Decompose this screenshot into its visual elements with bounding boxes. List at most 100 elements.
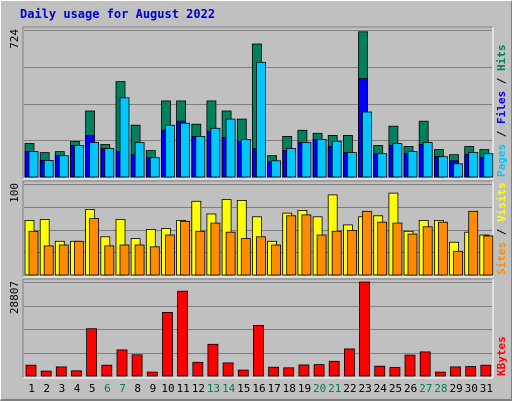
bar-pages-day-20 bbox=[316, 138, 327, 178]
bar-kbytes-day-13 bbox=[207, 343, 219, 377]
x-label-day-20: 20 bbox=[313, 382, 326, 395]
y-max-label-bottom: 28807 bbox=[8, 281, 21, 314]
x-label-day-31: 31 bbox=[480, 382, 493, 395]
bar-sites-day-1 bbox=[28, 230, 39, 276]
bar-pages-day-17 bbox=[271, 160, 282, 178]
chart-title: Daily usage for August 2022 bbox=[20, 7, 216, 21]
bar-kbytes-day-20 bbox=[313, 364, 325, 377]
x-label-day-13: 13 bbox=[207, 382, 220, 395]
x-label-day-22: 22 bbox=[343, 382, 356, 395]
legend-bottom: KBytes bbox=[495, 336, 508, 376]
legend-entry: Sites bbox=[495, 242, 508, 275]
bar-pages-day-21 bbox=[331, 141, 342, 178]
legend-entry: KBytes bbox=[495, 336, 508, 376]
bar-kbytes-day-21 bbox=[328, 360, 340, 377]
bar-kbytes-day-26 bbox=[404, 354, 416, 377]
bar-sites-day-27 bbox=[422, 226, 433, 276]
bar-pages-day-26 bbox=[407, 151, 418, 178]
bar-kbytes-day-10 bbox=[162, 311, 173, 377]
bar-sites-day-25 bbox=[392, 222, 403, 276]
legend-entry: / bbox=[495, 124, 508, 144]
bar-pages-day-25 bbox=[392, 143, 403, 178]
x-label-day-26: 26 bbox=[404, 382, 417, 395]
bar-pages-day-19 bbox=[301, 142, 312, 178]
bar-sites-day-22 bbox=[346, 229, 357, 276]
x-label-day-29: 29 bbox=[449, 382, 462, 395]
x-label-day-14: 14 bbox=[222, 382, 236, 395]
bar-sites-day-8 bbox=[134, 244, 145, 276]
bar-kbytes-day-1 bbox=[25, 364, 37, 377]
x-label-day-12: 12 bbox=[192, 382, 205, 395]
bar-sites-day-7 bbox=[119, 244, 130, 276]
bar-kbytes-day-30 bbox=[465, 366, 477, 377]
bar-sites-day-13 bbox=[210, 222, 221, 276]
x-label-day-9: 9 bbox=[150, 382, 157, 395]
bar-pages-day-5 bbox=[89, 142, 99, 178]
y-max-label-middle: 100 bbox=[8, 183, 21, 203]
bar-pages-day-13 bbox=[210, 127, 221, 178]
legend-entry: Files bbox=[495, 91, 508, 124]
bar-kbytes-day-15 bbox=[237, 369, 249, 377]
bar-sites-day-16 bbox=[255, 236, 266, 276]
bar-kbytes-day-11 bbox=[177, 290, 189, 377]
x-label-day-19: 19 bbox=[298, 382, 311, 395]
y-max-label-top: 724 bbox=[8, 29, 21, 49]
bar-pages-day-9 bbox=[149, 157, 160, 178]
x-label-day-1: 1 bbox=[28, 382, 35, 395]
bar-kbytes-day-29 bbox=[450, 366, 461, 377]
bar-sites-day-11 bbox=[180, 220, 191, 276]
bar-pages-day-2 bbox=[43, 159, 54, 178]
x-label-day-2: 2 bbox=[43, 382, 50, 395]
legend-top: Pages / Files / Hits bbox=[495, 45, 508, 178]
bar-sites-day-3 bbox=[58, 244, 69, 276]
x-label-day-16: 16 bbox=[252, 382, 265, 395]
bar-pages-day-28 bbox=[437, 156, 448, 178]
x-label-day-10: 10 bbox=[161, 382, 174, 395]
legend-entry: Visits bbox=[495, 182, 508, 222]
bar-pages-day-18 bbox=[286, 148, 297, 178]
bar-sites-day-2 bbox=[43, 245, 54, 276]
x-label-day-21: 21 bbox=[328, 382, 341, 395]
bar-kbytes-day-16 bbox=[252, 324, 264, 377]
bar-kbytes-day-28 bbox=[434, 371, 446, 377]
bar-kbytes-day-5 bbox=[86, 328, 97, 377]
bar-pages-day-29 bbox=[453, 163, 463, 178]
bar-sites-day-6 bbox=[104, 245, 115, 276]
bar-pages-day-8 bbox=[134, 142, 145, 178]
x-label-day-25: 25 bbox=[389, 382, 402, 395]
x-label-day-28: 28 bbox=[434, 382, 447, 395]
legend-middle: Sites / Visits bbox=[495, 182, 508, 275]
bar-sites-day-31 bbox=[483, 235, 494, 276]
x-label-day-15: 15 bbox=[237, 382, 250, 395]
x-label-day-8: 8 bbox=[134, 382, 141, 395]
bar-kbytes-day-27 bbox=[419, 351, 431, 377]
x-label-day-24: 24 bbox=[374, 382, 388, 395]
bar-sites-day-12 bbox=[195, 230, 206, 276]
bar-kbytes-day-9 bbox=[146, 371, 158, 377]
bar-kbytes-day-2 bbox=[40, 370, 52, 377]
x-label-day-7: 7 bbox=[119, 382, 126, 395]
bar-pages-day-23 bbox=[362, 111, 372, 178]
bar-kbytes-day-3 bbox=[55, 366, 67, 377]
bar-pages-day-14 bbox=[225, 118, 236, 178]
x-label-day-27: 27 bbox=[419, 382, 432, 395]
bar-kbytes-day-18 bbox=[283, 367, 295, 377]
bar-sites-day-4 bbox=[74, 240, 84, 276]
bar-sites-day-24 bbox=[377, 221, 388, 276]
x-label-day-3: 3 bbox=[59, 382, 66, 395]
legend-entry: / bbox=[495, 71, 508, 91]
legend-entry: / bbox=[495, 222, 508, 242]
bar-pages-day-30 bbox=[468, 152, 479, 178]
bar-pages-day-27 bbox=[422, 142, 433, 178]
bar-kbytes-day-31 bbox=[480, 364, 492, 377]
bar-pages-day-16 bbox=[255, 61, 266, 178]
bar-kbytes-day-24 bbox=[374, 365, 386, 377]
bar-pages-day-1 bbox=[28, 151, 39, 178]
legend-entry: Hits bbox=[495, 45, 508, 72]
bar-pages-day-22 bbox=[346, 152, 357, 178]
bar-sites-day-21 bbox=[331, 230, 342, 276]
bar-kbytes-day-17 bbox=[268, 366, 280, 377]
bar-sites-day-10 bbox=[165, 234, 175, 276]
bar-kbytes-day-12 bbox=[192, 361, 204, 377]
bar-pages-day-24 bbox=[377, 153, 388, 178]
